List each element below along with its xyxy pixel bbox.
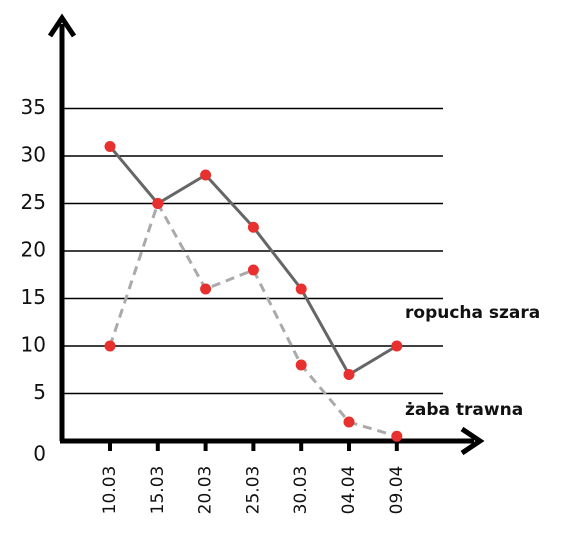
data-point [295, 359, 307, 371]
y-tick-label: 25 [21, 190, 46, 214]
x-tick-label: 04.04 [339, 466, 359, 515]
data-point [152, 198, 164, 209]
series-label: żaba trawna [405, 400, 523, 420]
x-tick-label: 25.03 [243, 466, 263, 515]
data-point [104, 141, 116, 152]
y-tick-label: 5 [33, 380, 46, 404]
x-tick-label: 09.04 [387, 466, 407, 515]
y-tick-label: 10 [21, 333, 46, 357]
y-tick-label: 15 [21, 285, 46, 309]
data-point [104, 340, 116, 352]
y-axis-arrow [47, 13, 77, 38]
data-point [247, 221, 259, 233]
data-point [247, 264, 259, 276]
y-tick-label: 35 [21, 95, 46, 119]
data-point [343, 416, 355, 428]
data-point [200, 169, 212, 181]
data-point [391, 430, 403, 442]
data-point [295, 283, 307, 295]
y-tick-label: 30 [21, 143, 46, 167]
y-tick-label: 20 [21, 238, 46, 262]
x-tick-label: 10.03 [100, 466, 120, 515]
x-tick-label: 20.03 [196, 466, 216, 515]
series-label: ropucha szara [405, 303, 540, 323]
series-line [108, 145, 398, 377]
data-point [200, 283, 212, 295]
y-tick-label: 0 [33, 442, 46, 466]
data-point [391, 340, 403, 352]
data-point [343, 369, 355, 380]
x-tick-label: 30.03 [291, 466, 311, 515]
x-axis-arrow [460, 426, 485, 456]
series-line [108, 199, 398, 438]
x-tick-label: 15.03 [148, 466, 168, 515]
